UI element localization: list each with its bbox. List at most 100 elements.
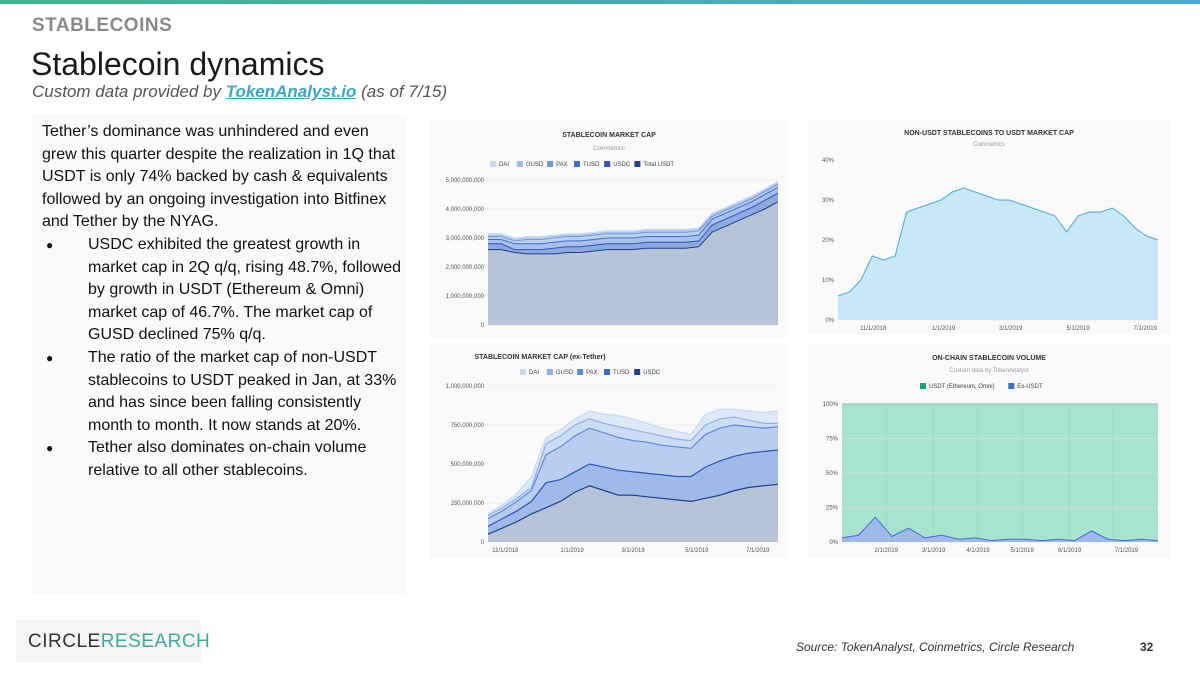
bullet-item: Tether also dominates on-chain volume re… [42, 437, 404, 482]
body-text: Tether’s dominance was unhindered and ev… [42, 121, 404, 483]
legend-swatch [490, 161, 496, 167]
y-tick-label: 2,000,000,000 [446, 265, 485, 271]
bullet-item: USDC exhibited the greatest growth in ma… [42, 234, 404, 347]
x-tick-label: 4/1/2019 [966, 548, 990, 554]
legend-swatch [634, 369, 641, 375]
page-subtitle: Custom data provided by TokenAnalyst.io … [32, 82, 447, 102]
top-accent-bar [0, 0, 1200, 4]
chart-title: STABLECOIN MARKET CAP (ex-Tether) [474, 354, 605, 361]
x-tick-label: 7/1/2019 [1115, 548, 1139, 554]
page-number: 32 [1140, 640, 1154, 654]
legend-swatch [546, 369, 553, 375]
series-tusd-line [488, 186, 779, 245]
x-tick-label: 6/1/2019 [1058, 548, 1082, 554]
y-tick-label: 75% [826, 437, 839, 443]
y-tick-label: 30% [822, 198, 835, 204]
legend-label: DAI [529, 370, 539, 376]
chart-subtitle: Custom data by TokenAnalyst [949, 368, 1029, 374]
x-tick-label: 2/1/2019 [875, 548, 899, 554]
y-tick-label: 50% [826, 471, 839, 477]
chart-non-usdt-ratio: NON-USDT STABLECOINS TO USDT MARKET CAP … [808, 120, 1170, 334]
chart-subtitle: Coinmetrics [973, 142, 1005, 148]
y-tick-label: 0 [481, 540, 485, 546]
intro-paragraph: Tether’s dominance was unhindered and ev… [42, 123, 396, 231]
chart-title: STABLECOIN MARKET CAP [562, 132, 656, 139]
series-dai-line [488, 180, 779, 239]
x-tick-label: 11/1/2018 [492, 548, 519, 554]
subtitle-prefix: Custom data provided by [32, 82, 226, 101]
y-tick-label: 0% [829, 540, 838, 546]
series-pax-line [488, 183, 779, 242]
legend-swatch [547, 161, 554, 167]
legend-swatch [574, 161, 580, 167]
legend-swatch [920, 383, 926, 389]
onchain-volume-svg: ON-CHAIN STABLECOIN VOLUME Custom data b… [823, 355, 1159, 554]
x-tick-label: 11/1/2018 [860, 326, 887, 332]
x-tick-label: 5/1/2019 [685, 548, 709, 554]
x-tick-label: 5/1/2019 [1066, 326, 1090, 332]
series-gusd-line [488, 182, 779, 241]
logo-text: CIRCLERESEARCH [28, 631, 210, 653]
series-ex-usdt-line [841, 516, 1159, 542]
non-usdt-ratio-svg: NON-USDT STABLECOINS TO USDT MARKET CAP … [822, 130, 1159, 332]
legend-label: PAX [556, 162, 568, 168]
series-gusd-line [487, 416, 778, 517]
chart-stablecoin-market-cap: STABLECOIN MARKET CAP Coinmetrics DAI GUS… [430, 120, 788, 338]
x-tick-label: 1/1/2019 [932, 326, 956, 332]
y-tick-label: 10% [822, 278, 835, 284]
y-tick-label: 750,000,000 [451, 423, 485, 429]
y-tick-label: 3,000,000,000 [446, 236, 485, 242]
legend-swatch [577, 369, 584, 375]
y-tick-label: 500,000,000 [451, 462, 485, 468]
legend-label: PAX [586, 370, 598, 376]
x-tick-label: 3/1/2019 [621, 548, 645, 554]
legend-swatch [604, 369, 610, 375]
series-tusd-line [487, 449, 779, 527]
tokenanalyst-link[interactable]: TokenAnalyst.io [225, 82, 357, 101]
y-tick-label: 100% [823, 402, 839, 408]
y-tick-label: 40% [822, 158, 835, 164]
circle-research-logo: CIRCLERESEARCH [16, 620, 210, 662]
logo-word-research: RESEARCH [100, 631, 211, 652]
legend-label: TUSD [583, 162, 600, 168]
y-tick-label: 5,000,000,000 [446, 178, 485, 184]
bullet-item: The ratio of the market cap of non-USDT … [42, 347, 404, 437]
series-pax-line [487, 424, 779, 520]
x-tick-label: 7/1/2019 [746, 548, 770, 554]
legend-label: Total USDT [643, 162, 674, 168]
legend-label: GUSD [556, 370, 574, 376]
y-tick-label: 1,000,000,000 [446, 384, 485, 390]
market-cap-ex-tether-svg: STABLECOIN MARKET CAP (ex-Tether) DAI GUS… [446, 354, 779, 554]
series-ratio-area [838, 188, 1158, 320]
legend-label: Ex-USDT [1017, 384, 1043, 390]
x-tick-label: 3/1/2019 [922, 548, 946, 554]
y-tick-label: 0 [481, 323, 485, 329]
legend-swatch [604, 161, 611, 167]
y-tick-label: 1,000,000,000 [446, 294, 485, 300]
series-dai-line [487, 408, 779, 515]
x-tick-label: 1/1/2019 [560, 548, 584, 554]
section-label: STABLECOINS [32, 15, 173, 36]
y-tick-label: 250,000,000 [451, 501, 485, 507]
legend-label: USDT (Ethereum, Omni) [929, 384, 995, 390]
stablecoin-market-cap-svg: STABLECOIN MARKET CAP Coinmetrics DAI GUS… [446, 132, 779, 329]
chart-subtitle: Coinmetrics [593, 146, 625, 152]
legend-swatch [516, 161, 523, 167]
page-title: Stablecoin dynamics [31, 46, 325, 82]
y-tick-label: 4,000,000,000 [446, 207, 485, 213]
bullet-list: USDC exhibited the greatest growth in ma… [42, 234, 404, 483]
legend-label: TUSD [613, 370, 630, 376]
x-tick-label: 3/1/2019 [999, 326, 1023, 332]
x-tick-label: 5/1/2019 [1010, 548, 1034, 554]
series-usdc-line [488, 192, 779, 251]
y-tick-label: 25% [826, 506, 839, 512]
legend-label: DAI [499, 162, 509, 168]
legend-label: GUSD [526, 162, 544, 168]
logo-word-circle: CIRCLE [28, 631, 101, 652]
chart-onchain-volume: ON-CHAIN STABLECOIN VOLUME Custom data b… [808, 344, 1170, 558]
series-total-usdt-line [488, 201, 779, 255]
legend-swatch [634, 161, 641, 167]
legend-swatch [1008, 383, 1015, 389]
legend-label: USDC [643, 370, 661, 376]
series-usdc-line [487, 483, 779, 535]
